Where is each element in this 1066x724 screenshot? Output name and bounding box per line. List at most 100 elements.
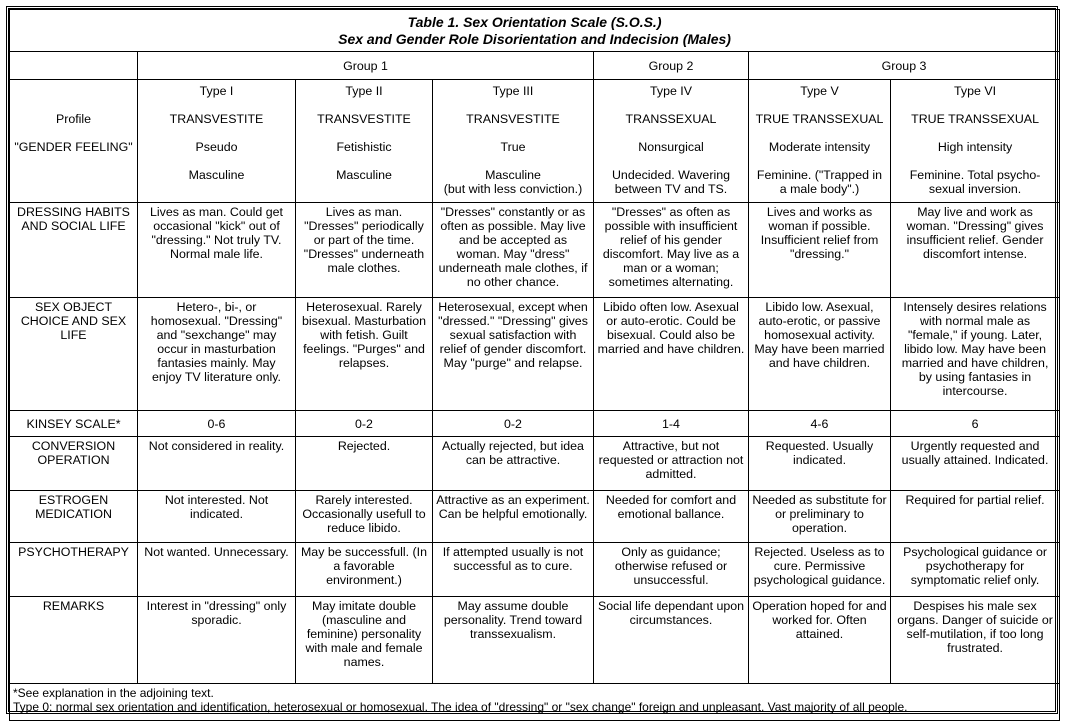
title-row: Table 1. Sex Orientation Scale (S.O.S.) S…: [8, 9, 1061, 52]
table-cell: Heterosexual, except when "dressed." "Dr…: [432, 297, 594, 411]
type-header-cell: Type V TRUE TRANSSEXUAL Moderate intensity…: [748, 79, 891, 203]
footnote-type-0: Type 0: normal sex orientation and ident…: [13, 700, 908, 714]
sex-orientation-scale-table: Table 1. Sex Orientation Scale (S.O.S.) S…: [8, 9, 1061, 721]
gender-feeling-label: "GENDER FEELING": [14, 140, 133, 154]
group-1-header: Group 1: [137, 51, 594, 80]
table-cell: Rejected.: [295, 436, 433, 491]
gender-feeling-detail: Masculine: [188, 168, 245, 182]
table-row: REMARKS Interest in "dressing" only spora…: [9, 596, 1061, 684]
table-cell: Needed as substitute for or preliminary …: [748, 490, 891, 543]
table-cell: Not wanted. Unnecessary.: [137, 542, 296, 597]
table-cell: "Dresses" as often as possible with insu…: [593, 202, 749, 298]
table-cell: Heterosexual. Rarely bisexual. Masturbat…: [295, 297, 433, 411]
table-cell: Social life dependant upon circumstances…: [593, 596, 749, 684]
type-header-cell: Type I TRANSVESTITE Pseudo Masculine: [137, 79, 296, 203]
table-cell: Psychological guidance or psychotherapy …: [889, 542, 1061, 597]
type-header-cell: Type III TRANSVESTITE True Masculine (but wi…: [432, 79, 594, 203]
gender-feeling-detail-2: a male body".): [779, 182, 860, 196]
footnotes: *See explanation in the adjoining text. T…: [8, 683, 1061, 721]
table-cell: Rarely interested. Occasionally usefull …: [295, 490, 433, 543]
table-cell: Requested. Usually indicated.: [748, 436, 891, 491]
table-cell: "Dresses" constantly or as often as poss…: [432, 202, 594, 298]
table-cell: Libido low. Asexual, auto-erotic, or pas…: [748, 297, 891, 411]
table-cell: Urgently requested and usually attained.…: [889, 436, 1061, 491]
gender-feeling: Fetishistic: [336, 140, 392, 154]
type-header-cell: Type VI TRUE TRANSSEXUAL High intensity Fem…: [889, 79, 1061, 203]
table-row: CONVERSION OPERATION Not considered in re…: [9, 436, 1061, 491]
table-cell: Attractive as an experiment. Can be help…: [432, 490, 594, 543]
gender-feeling-detail-2: between TV and TS.: [614, 182, 728, 196]
group-row: Group 1 Group 2 Group 3: [9, 51, 1061, 80]
type-header-row: Profile "GENDER FEELING" Type I TRANSVESTI…: [9, 79, 1061, 203]
gender-feeling-detail: Undecided. Wavering: [611, 168, 730, 182]
table-cell: 0-2: [295, 410, 433, 437]
table-cell: 0-2: [432, 410, 594, 437]
gender-feeling-detail: Masculine: [336, 168, 392, 182]
type-name: Type V: [800, 84, 839, 98]
table-cell: May imitate double (masculine and femini…: [295, 596, 433, 684]
row-label: PSYCHOTHERAPY: [9, 542, 138, 597]
table-cell: Operation hoped for and worked for. Ofte…: [748, 596, 891, 684]
type-header-cell: Type IV TRANSSEXUAL Nonsurgical Undecided. …: [593, 79, 749, 203]
table-title: Table 1. Sex Orientation Scale (S.O.S.) S…: [8, 9, 1061, 52]
title-line-2: Sex and Gender Role Disorientation and I…: [338, 30, 731, 47]
title-line-1: Table 1. Sex Orientation Scale (S.O.S.): [407, 13, 662, 30]
row-label: ESTROGEN MEDICATION: [9, 490, 138, 543]
gender-feeling-detail: Feminine. Total psycho-: [909, 168, 1041, 182]
table-row: ESTROGEN MEDICATION Not interested. Not i…: [9, 490, 1061, 543]
table-cell: Interest in "dressing" only sporadic.: [137, 596, 296, 684]
table-cell: May assume double personality. Trend tow…: [432, 596, 594, 684]
table-cell: Despises his male sex organs. Danger of …: [889, 596, 1061, 684]
gender-feeling-detail-2: (but with less conviction.): [443, 182, 583, 196]
table-cell: May live and work as woman. "Dressing" g…: [889, 202, 1061, 298]
footnote-kinsey: *See explanation in the adjoining text.: [13, 686, 214, 700]
table-cell: Required for partial relief.: [889, 490, 1061, 543]
table-cell: Intensely desires relations with normal …: [889, 297, 1061, 411]
table-cell: Actually rejected, but idea can be attra…: [432, 436, 594, 491]
table-cell: Hetero-, bi-, or homosexual. "Dressing" …: [137, 297, 296, 411]
group-3-header: Group 3: [747, 51, 1061, 80]
profile-label: Profile: [55, 112, 92, 126]
row-label: KINSEY SCALE*: [9, 410, 138, 437]
table-row: DRESSING HABITS AND SOCIAL LIFE Lives as …: [9, 202, 1061, 298]
gender-feeling: True: [500, 140, 526, 154]
table-cell: Not interested. Not indicated.: [137, 490, 296, 543]
type-profile: TRUE TRANSSEXUAL: [755, 112, 884, 126]
type-profile: TRANSVESTITE: [466, 112, 560, 126]
type-profile: TRANSVESTITE: [317, 112, 411, 126]
table-cell: Rejected. Useless as to cure. Permissive…: [748, 542, 891, 597]
type-name: Type II: [345, 84, 383, 98]
gender-feeling-detail: Masculine: [485, 168, 541, 182]
type-name: Type VI: [954, 84, 997, 98]
table-cell: May be successfull. (In a favorable envi…: [295, 542, 433, 597]
table-cell: Needed for comfort and emotional ballanc…: [593, 490, 749, 543]
gender-feeling: Moderate intensity: [768, 140, 871, 154]
table-cell: Libido often low. Asexual or auto-erotic…: [593, 297, 749, 411]
type-header-cell: Type II TRANSVESTITE Fetishistic Masculine: [295, 79, 433, 203]
group-corner: [9, 51, 138, 80]
type-name: Type I: [199, 84, 234, 98]
table-cell: 1-4: [593, 410, 749, 437]
gender-feeling: Nonsurgical: [638, 140, 704, 154]
row-label: DRESSING HABITS AND SOCIAL LIFE: [9, 202, 138, 298]
table-cell: Lives and works as woman if possible. In…: [748, 202, 891, 298]
gender-feeling-detail-2: sexual inversion.: [928, 182, 1022, 196]
table-cell: If attempted usually is not successful a…: [432, 542, 594, 597]
table-cell: Lives as man. Could get occasional "kick…: [137, 202, 296, 298]
gender-feeling: High intensity: [937, 140, 1013, 154]
table-row: SEX OBJECT CHOICE AND SEX LIFE Hetero-, b…: [9, 297, 1061, 411]
type-profile: TRUE TRANSSEXUAL: [911, 112, 1039, 126]
group-2-header: Group 2: [593, 51, 749, 80]
table-cell: Not considered in reality.: [137, 436, 296, 491]
row-label: CONVERSION OPERATION: [9, 436, 138, 491]
table-cell: 6: [889, 410, 1061, 437]
table-cell: 4-6: [748, 410, 891, 437]
type-profile: TRANSVESTITE: [169, 112, 264, 126]
gender-feeling: Pseudo: [195, 140, 238, 154]
table-cell: Lives as man. "Dresses" periodically or …: [295, 202, 433, 298]
row-label: SEX OBJECT CHOICE AND SEX LIFE: [9, 297, 138, 411]
table-cell: Only as guidance; otherwise refused or u…: [593, 542, 749, 597]
type-name: Type III: [492, 84, 534, 98]
footnote-row: *See explanation in the adjoining text. T…: [8, 683, 1061, 721]
gender-feeling-detail: Feminine. ("Trapped in: [756, 168, 883, 182]
